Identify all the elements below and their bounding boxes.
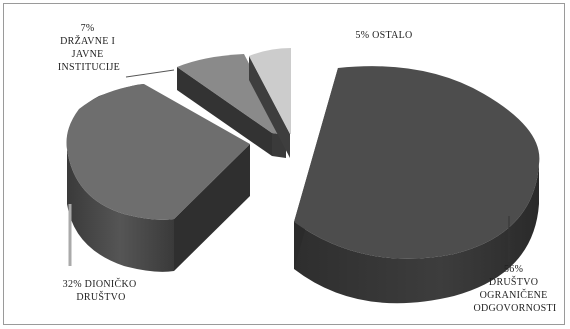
label-5-line-1: 5% OSTALO — [355, 30, 412, 41]
label-5-percent: 5% OSTALO — [355, 30, 412, 41]
label-56-line-1: DRUŠTVO — [489, 276, 538, 288]
chart-frame: 5% OSTALO 7% DRŽAVNE I JAVNE INSTITUCIJE… — [3, 3, 565, 325]
label-56-line-2: OGRANIČENE — [480, 289, 548, 301]
label-32-line-1: DRUŠTVO — [76, 291, 125, 303]
label-7-percent: 7% DRŽAVNE I JAVNE INSTITUCIJE — [58, 23, 120, 73]
label-7-line-3: INSTITUCIJE — [58, 62, 120, 73]
leader-line-7-percent — [125, 69, 175, 78]
slice-32-percent — [66, 84, 250, 272]
label-56-percent: 56% DRUŠTVO OGRANIČENE ODGOVORNOSTI — [473, 264, 556, 314]
label-56-line-3: ODGOVORNOSTI — [473, 303, 556, 314]
slice-56-percent — [294, 66, 540, 304]
label-7-line-2: JAVNE — [72, 49, 104, 60]
label-56-line-0: 56% — [504, 264, 523, 275]
pie-chart: 5% OSTALO 7% DRŽAVNE I JAVNE INSTITUCIJE… — [58, 23, 556, 314]
label-7-line-0: 7% — [81, 23, 95, 34]
label-7-line-1: DRŽAVNE I — [60, 35, 115, 47]
slice-7-percent — [177, 54, 286, 158]
label-32-line-0: 32% DIONIČKO — [63, 278, 137, 290]
slice-5-percent — [249, 48, 291, 158]
label-32-percent: 32% DIONIČKO DRUŠTVO — [63, 278, 140, 303]
